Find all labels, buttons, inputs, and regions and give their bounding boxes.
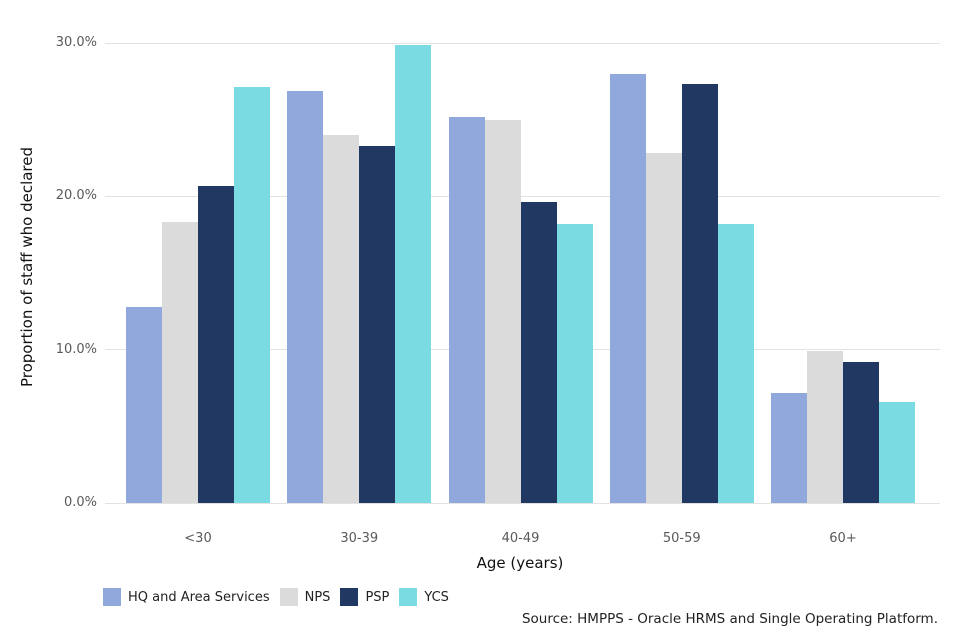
bar bbox=[771, 392, 807, 503]
x-category-label: 50-59 bbox=[662, 531, 701, 546]
bar bbox=[717, 223, 754, 503]
bar bbox=[609, 73, 646, 503]
legend-item: HQ and Area Services bbox=[103, 588, 270, 606]
y-tick-label: 10.0% bbox=[55, 341, 97, 357]
legend-label: YCS bbox=[424, 589, 449, 605]
legend-swatch bbox=[103, 588, 121, 606]
x-category-label: 40-49 bbox=[501, 531, 540, 546]
bar bbox=[198, 185, 234, 503]
bar bbox=[448, 116, 485, 503]
bar bbox=[681, 84, 718, 503]
y-tick-label: 0.0% bbox=[63, 495, 97, 510]
gridline bbox=[105, 195, 940, 197]
bar bbox=[879, 401, 915, 503]
legend-swatch bbox=[279, 588, 298, 606]
y-axis-title: Proportion of staff who declared bbox=[18, 146, 36, 388]
bar bbox=[359, 145, 396, 503]
gridline bbox=[105, 502, 940, 504]
bar bbox=[645, 153, 682, 503]
legend-item: PSP bbox=[340, 588, 389, 606]
y-tick-label: 20.0% bbox=[55, 188, 97, 204]
legend-label: NPS bbox=[304, 589, 331, 605]
legend-label: HQ and Area Services bbox=[128, 589, 270, 605]
bar bbox=[807, 351, 843, 503]
bar bbox=[395, 44, 432, 503]
legend-item: NPS bbox=[279, 588, 331, 606]
x-category-label: 30-39 bbox=[340, 531, 379, 546]
bar bbox=[162, 222, 198, 503]
source-note: Source: HMPPS - Oracle HRMS and Single O… bbox=[521, 611, 938, 627]
bar bbox=[556, 223, 593, 503]
legend-item: YCS bbox=[399, 588, 449, 606]
y-tick-label: 30.0% bbox=[55, 35, 97, 50]
legend-swatch bbox=[340, 588, 359, 606]
x-axis-title: Age (years) bbox=[476, 554, 564, 572]
gridline bbox=[105, 42, 940, 44]
bar bbox=[484, 119, 521, 503]
bar bbox=[323, 135, 360, 503]
legend: HQ and Area Services NPS PSP YCS bbox=[103, 588, 449, 606]
bar bbox=[287, 90, 324, 503]
x-category-label: 60+ bbox=[829, 531, 857, 546]
bar bbox=[126, 306, 162, 503]
bar bbox=[234, 87, 270, 503]
legend-swatch bbox=[399, 588, 418, 606]
bar bbox=[520, 202, 557, 503]
legend-label: PSP bbox=[365, 589, 390, 605]
x-category-label: <30 bbox=[184, 531, 212, 546]
bar bbox=[843, 361, 879, 503]
